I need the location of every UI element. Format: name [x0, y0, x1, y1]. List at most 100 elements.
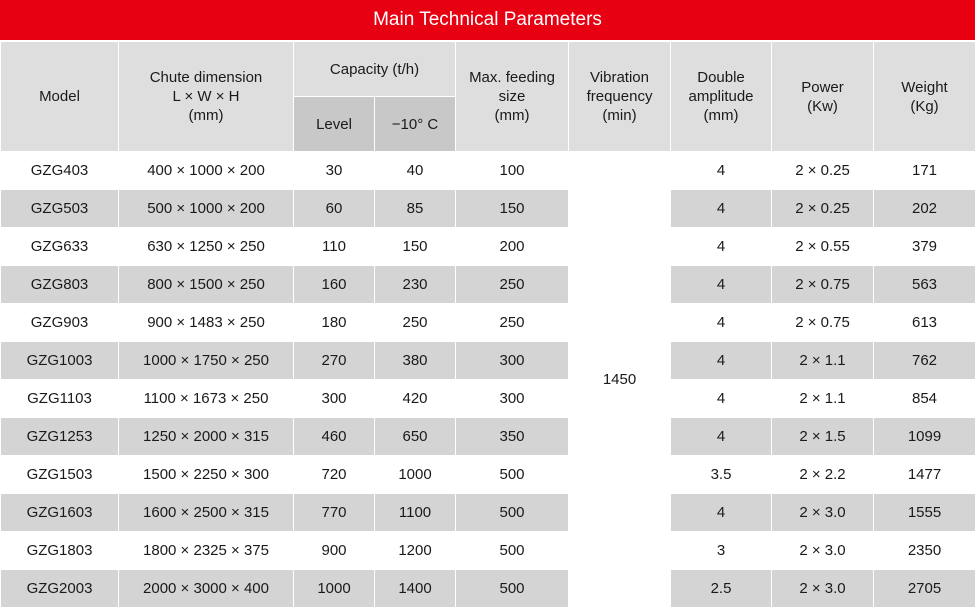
- cell-chute-dimension: 1500 × 2250 × 300: [118, 455, 294, 494]
- header-weight: Weight (Kg): [873, 41, 975, 152]
- cell-capacity-level: 1000: [293, 569, 375, 608]
- header-feed-line2: size: [498, 88, 526, 105]
- cell-chute-dimension: 400 × 1000 × 200: [118, 151, 294, 190]
- cell-power: 2 × 0.75: [771, 303, 875, 342]
- cell-capacity-minus10: 85: [373, 189, 457, 228]
- cell-model: GZG503: [0, 189, 119, 228]
- cell-capacity-level: 900: [293, 531, 375, 570]
- cell-max-feeding-size: 500: [455, 569, 570, 608]
- cell-weight: 563: [873, 265, 975, 304]
- cell-double-amplitude: 4: [670, 417, 773, 456]
- cell-max-feeding-size: 250: [455, 265, 570, 304]
- cell-capacity-minus10: 650: [373, 417, 457, 456]
- cell-max-feeding-size: 250: [455, 303, 570, 342]
- cell-capacity-minus10: 1000: [373, 455, 457, 494]
- cell-chute-dimension: 800 × 1500 × 250: [118, 265, 294, 304]
- cell-capacity-minus10: 230: [373, 265, 457, 304]
- cell-model: GZG1603: [0, 493, 119, 532]
- cell-power: 2 × 3.0: [771, 493, 875, 532]
- cell-power: 2 × 0.75: [771, 265, 875, 304]
- cell-capacity-minus10: 150: [373, 227, 457, 266]
- table-row: GZG633 630 × 1250 × 250 110 150 200 4 2 × 0.55…: [0, 227, 975, 266]
- header-weight-line2: (Kg): [910, 97, 939, 115]
- header-model: Model: [0, 41, 119, 152]
- header-weight-line1: Weight: [901, 78, 948, 96]
- header-chute-line2: L × W × H: [172, 88, 240, 105]
- cell-double-amplitude: 4: [670, 341, 773, 380]
- cell-capacity-minus10: 250: [373, 303, 457, 342]
- cell-capacity-minus10: 40: [373, 151, 457, 190]
- cell-double-amplitude: 4: [670, 493, 773, 532]
- parameters-table: Model Chute dimension L × W × H (mm) Cap…: [0, 41, 975, 608]
- cell-max-feeding-size: 300: [455, 379, 570, 418]
- cell-weight: 1477: [873, 455, 975, 494]
- cell-chute-dimension: 1250 × 2000 × 315: [118, 417, 294, 456]
- table-body: GZG403 400 × 1000 × 200 30 40 100 1450 4 2 × 0.…: [0, 151, 975, 608]
- table-row: GZG1603 1600 × 2500 × 315 770 1100 500 4 2 × 3…: [0, 493, 975, 532]
- header-chute-line3: (mm): [188, 107, 224, 124]
- cell-chute-dimension: 2000 × 3000 × 400: [118, 569, 294, 608]
- table-row: GZG1253 1250 × 2000 × 315 460 650 350 4 2 × 1.…: [0, 417, 975, 456]
- cell-weight: 613: [873, 303, 975, 342]
- table-row: GZG503 500 × 1000 × 200 60 85 150 4 2 × 0.25 20…: [0, 189, 975, 228]
- table-row: GZG1003 1000 × 1750 × 250 270 380 300 4 2 × 1.…: [0, 341, 975, 380]
- cell-weight: 762: [873, 341, 975, 380]
- cell-chute-dimension: 500 × 1000 × 200: [118, 189, 294, 228]
- cell-power: 2 × 0.25: [771, 151, 875, 190]
- cell-max-feeding-size: 150: [455, 189, 570, 228]
- cell-model: GZG1103: [0, 379, 119, 418]
- header-power-line2: (Kw): [807, 97, 838, 115]
- header-amp-line3: (mm): [703, 107, 739, 124]
- table-row: GZG903 900 × 1483 × 250 180 250 250 4 2 × 0.75…: [0, 303, 975, 342]
- cell-double-amplitude: 4: [670, 151, 773, 190]
- cell-model: GZG633: [0, 227, 119, 266]
- cell-capacity-level: 60: [293, 189, 375, 228]
- cell-max-feeding-size: 200: [455, 227, 570, 266]
- cell-weight: 854: [873, 379, 975, 418]
- header-power-line1: Power: [801, 78, 844, 96]
- cell-chute-dimension: 630 × 1250 × 250: [118, 227, 294, 266]
- header-capacity-minus10: −10° C: [373, 96, 457, 152]
- cell-power: 2 × 1.1: [771, 341, 875, 380]
- cell-weight: 2705: [873, 569, 975, 608]
- cell-capacity-level: 300: [293, 379, 375, 418]
- table-row: GZG1103 1100 × 1673 × 250 300 420 300 4 2 × 1.…: [0, 379, 975, 418]
- header-vib-line2: frequency: [586, 88, 653, 105]
- header-chute-dimension: Chute dimension L × W × H (mm): [118, 41, 294, 152]
- cell-capacity-level: 770: [293, 493, 375, 532]
- cell-capacity-level: 270: [293, 341, 375, 380]
- cell-double-amplitude: 4: [670, 189, 773, 228]
- cell-power: 2 × 0.25: [771, 189, 875, 228]
- cell-capacity-minus10: 420: [373, 379, 457, 418]
- header-vib-line3: (min): [602, 107, 637, 124]
- cell-double-amplitude: 4: [670, 265, 773, 304]
- cell-max-feeding-size: 500: [455, 531, 570, 570]
- cell-weight: 2350: [873, 531, 975, 570]
- header-chute-line1: Chute dimension: [149, 69, 263, 86]
- page-title: Main Technical Parameters: [0, 0, 975, 41]
- cell-capacity-level: 180: [293, 303, 375, 342]
- cell-power: 2 × 2.2: [771, 455, 875, 494]
- header-feed-line1: Max. feeding: [469, 69, 555, 86]
- header-power: Power (Kw): [771, 41, 875, 152]
- cell-power: 2 × 1.1: [771, 379, 875, 418]
- cell-capacity-level: 30: [293, 151, 375, 190]
- cell-double-amplitude: 2.5: [670, 569, 773, 608]
- cell-double-amplitude: 4: [670, 379, 773, 418]
- header-double-amplitude: Double amplitude (mm): [670, 41, 773, 152]
- cell-weight: 1555: [873, 493, 975, 532]
- cell-capacity-level: 460: [293, 417, 375, 456]
- header-capacity: Capacity (t/h): [292, 41, 457, 97]
- cell-chute-dimension: 900 × 1483 × 250: [118, 303, 294, 342]
- table-row: GZG403 400 × 1000 × 200 30 40 100 1450 4 2 × 0.…: [0, 151, 975, 608]
- cell-model: GZG1803: [0, 531, 119, 570]
- cell-model: GZG2003: [0, 569, 119, 608]
- cell-chute-dimension: 1100 × 1673 × 250: [118, 379, 294, 418]
- header-row: Model Chute dimension L × W × H (mm) Cap…: [0, 41, 975, 152]
- cell-max-feeding-size: 500: [455, 493, 570, 532]
- cell-double-amplitude: 3.5: [670, 455, 773, 494]
- cell-model: GZG403: [0, 151, 119, 190]
- table-row: GZG1503 1500 × 2250 × 300 720 1000 500 3.5 2 ×…: [0, 455, 975, 494]
- cell-double-amplitude: 3: [670, 531, 773, 570]
- header-feed-line3: (mm): [494, 107, 530, 124]
